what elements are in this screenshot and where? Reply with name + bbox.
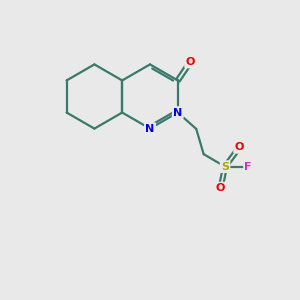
Text: N: N (146, 124, 154, 134)
Text: S: S (221, 162, 229, 172)
Text: N: N (173, 108, 182, 118)
Text: O: O (186, 57, 195, 67)
Text: O: O (235, 142, 244, 152)
Text: F: F (244, 162, 252, 172)
Text: O: O (216, 183, 225, 193)
